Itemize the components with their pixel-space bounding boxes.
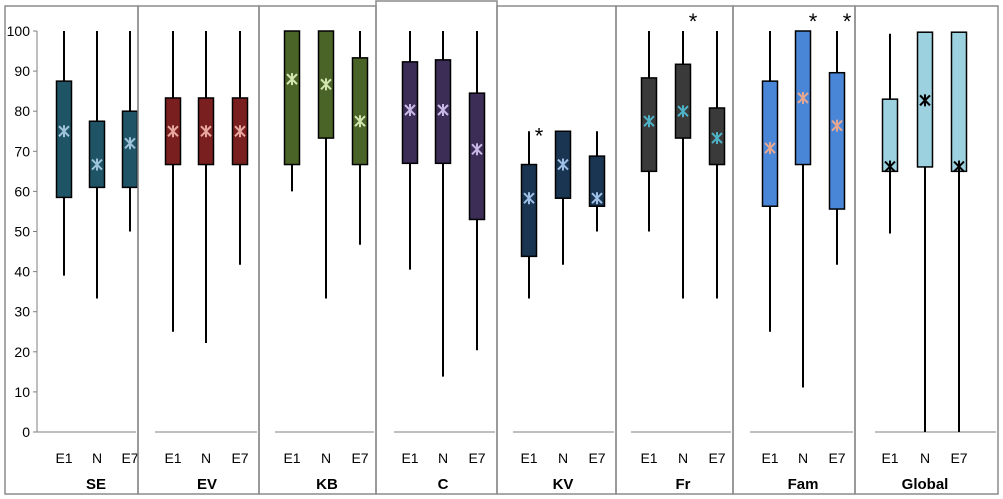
x-tick-label: E1 xyxy=(640,450,657,466)
significance-marker: * xyxy=(689,9,698,34)
y-tick-label: 0 xyxy=(22,424,30,440)
box-e7 xyxy=(828,71,846,210)
panel-title-ev: EV xyxy=(197,476,217,493)
y-tick-label: 60 xyxy=(14,183,30,199)
x-tick-label: N xyxy=(321,450,331,466)
x-tick-label: E1 xyxy=(55,450,72,466)
panel-title-kv: KV xyxy=(553,476,574,493)
x-tick-label: E7 xyxy=(231,450,248,466)
panel-title-fam: Fam xyxy=(788,476,819,493)
box-n xyxy=(88,120,106,189)
y-tick-label: 80 xyxy=(14,103,30,119)
y-tick-label: 70 xyxy=(14,143,30,159)
box-e1 xyxy=(283,30,301,166)
x-tick-label: E1 xyxy=(283,450,300,466)
x-tick-label: E7 xyxy=(588,450,605,466)
panel-title-kb: KB xyxy=(316,476,338,493)
x-tick-label: N xyxy=(438,450,448,466)
significance-marker: * xyxy=(843,9,852,34)
x-tick-label: E7 xyxy=(950,450,967,466)
y-tick-label: 30 xyxy=(14,304,30,320)
box-n xyxy=(674,63,692,139)
y-tick-label: 10 xyxy=(14,384,30,400)
box-e7 xyxy=(468,92,486,221)
box-e7 xyxy=(121,110,139,189)
panel-title-fr: Fr xyxy=(676,476,691,493)
x-tick-label: E7 xyxy=(708,450,725,466)
x-tick-label: E1 xyxy=(881,450,898,466)
box-e1 xyxy=(881,98,899,173)
y-tick-label: 90 xyxy=(14,63,30,79)
panel-title-c: C xyxy=(438,476,449,493)
x-tick-label: E1 xyxy=(761,450,778,466)
x-tick-label: N xyxy=(201,450,211,466)
x-tick-label: N xyxy=(798,450,808,466)
x-tick-label: E7 xyxy=(828,450,845,466)
x-tick-label: N xyxy=(920,450,930,466)
box-e7 xyxy=(351,57,369,166)
box-e1 xyxy=(520,163,538,258)
significance-marker: * xyxy=(809,9,818,34)
x-tick-label: N xyxy=(558,450,568,466)
x-tick-label: E1 xyxy=(520,450,537,466)
significance-marker: * xyxy=(535,123,544,148)
x-tick-label: E7 xyxy=(351,450,368,466)
panel-frame-se xyxy=(4,5,139,495)
x-tick-label: E1 xyxy=(401,450,418,466)
x-tick-label: E7 xyxy=(468,450,485,466)
panel-title-se: SE xyxy=(86,476,106,493)
y-tick-label: 50 xyxy=(14,224,30,240)
x-tick-label: N xyxy=(92,450,102,466)
x-tick-label: N xyxy=(678,450,688,466)
y-tick-label: 40 xyxy=(14,264,30,280)
panel-frame-global xyxy=(854,5,999,495)
box-e1 xyxy=(55,80,73,199)
panel-frame-kv xyxy=(496,5,617,495)
x-tick-label: E7 xyxy=(121,450,138,466)
panel-title-global: Global xyxy=(902,476,949,493)
y-tick-label: 20 xyxy=(14,344,30,360)
box-e7 xyxy=(950,31,968,173)
y-tick-label: 100 xyxy=(7,23,31,39)
x-tick-label: E1 xyxy=(164,450,181,466)
panel-frame-fr xyxy=(615,5,734,495)
